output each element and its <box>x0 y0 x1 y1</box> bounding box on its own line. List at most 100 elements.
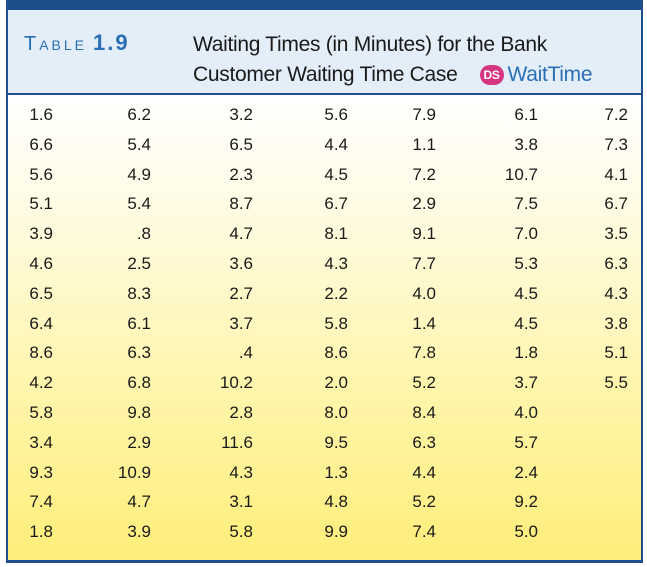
table-cell: 8.6 <box>324 343 348 363</box>
data-file-name: WaitTime <box>507 63 593 86</box>
table-cell: 7.5 <box>514 194 538 214</box>
table-cell: 2.8 <box>229 403 253 422</box>
table-cell: 8.3 <box>127 283 151 303</box>
table-cell: 6.3 <box>127 343 151 363</box>
table-cell: 6.2 <box>127 105 151 124</box>
table-cell: 3.4 <box>29 432 53 452</box>
table-cell: 5.6 <box>324 105 348 124</box>
table-cell: 9.2 <box>514 492 538 512</box>
table-cell: 2.0 <box>324 373 348 393</box>
table-cell: 8.4 <box>412 403 436 422</box>
table-cell: 8.0 <box>324 403 348 422</box>
table-number: 1.9 <box>93 30 130 55</box>
table-cell: 9.5 <box>324 432 348 452</box>
table-cell: 3.8 <box>604 313 628 333</box>
title-line-2: Customer Waiting Time Case DS WaitTime <box>193 60 593 90</box>
table-cell: 5.4 <box>127 134 151 154</box>
table-cell: 7.2 <box>604 105 628 124</box>
table-cell: .4 <box>238 343 253 363</box>
table-cell: 5.7 <box>514 432 538 452</box>
table-cell: 7.8 <box>412 343 436 363</box>
table-cell: 6.4 <box>29 313 53 333</box>
top-accent-bar <box>8 0 641 10</box>
table-cell: 6.3 <box>604 254 628 273</box>
table-cell: 3.9 <box>29 224 53 244</box>
data-set-icon: DS <box>479 65 504 85</box>
table-cell: 5.2 <box>412 492 436 512</box>
table-cell: 10.2 <box>219 373 253 393</box>
table-cell: 4.5 <box>324 164 348 184</box>
table-cell: 7.9 <box>412 105 436 124</box>
table-cell: 7.7 <box>412 254 436 273</box>
table-cell: 3.5 <box>604 224 628 244</box>
table-cell: 6.7 <box>324 194 348 214</box>
table-cell: 9.1 <box>412 224 436 244</box>
table-cell: 4.5 <box>514 283 538 303</box>
table-cell: .8 <box>136 224 151 244</box>
table-cell: 4.6 <box>29 254 53 273</box>
table-cell: 2.5 <box>127 254 151 273</box>
table-cell: 5.2 <box>412 373 436 393</box>
table-cell: 5.1 <box>604 343 628 363</box>
table-cell: 5.8 <box>324 313 348 333</box>
table-cell: 7.4 <box>412 522 436 542</box>
table-cell: 1.8 <box>514 343 538 363</box>
title-line-1: Waiting Times (in Minutes) for the Bank <box>193 33 547 56</box>
table-cell: 5.8 <box>229 522 253 542</box>
table-cell: 4.8 <box>324 492 348 512</box>
table-cell: 10.9 <box>117 462 151 482</box>
table-cell: 5.6 <box>29 164 53 184</box>
table-cell: 4.1 <box>604 164 628 184</box>
table-cell: 4.4 <box>324 134 348 154</box>
table-cell: 4.7 <box>127 492 151 512</box>
table-cell: 6.1 <box>127 313 151 333</box>
table-cell: 1.6 <box>29 105 53 124</box>
table-cell: 2.9 <box>127 432 151 452</box>
table-cell: 2.7 <box>229 283 253 303</box>
table-cell: 3.7 <box>514 373 538 393</box>
table-cell: 3.7 <box>229 313 253 333</box>
table-cell: 6.5 <box>29 283 53 303</box>
table-word: Table <box>24 33 88 55</box>
table-header: Table 1.9 Waiting Times (in Minutes) for … <box>8 10 641 95</box>
table-cell: 7.4 <box>29 492 53 512</box>
table-cell: 4.4 <box>412 462 436 482</box>
table-cell: 6.5 <box>229 134 253 154</box>
table-cell: 1.8 <box>29 522 53 542</box>
table-cell: 6.1 <box>514 105 538 124</box>
data-table-body: 1.6 6.6 5.6 5.1 3.9 4.6 6.5 6.4 8.6 4.2 5.8 3.4 9.3 7… <box>8 95 641 560</box>
table-frame: Table 1.9 Waiting Times (in Minutes) for … <box>6 0 643 563</box>
table-cell: 4.9 <box>127 164 151 184</box>
table-cell: 1.4 <box>412 313 436 333</box>
table-cell: 4.5 <box>514 313 538 333</box>
table-cell: 9.3 <box>29 462 53 482</box>
table-cell: 4.3 <box>604 283 628 303</box>
table-cell: 3.2 <box>229 105 253 124</box>
table-cell: 5.1 <box>29 194 53 214</box>
table-cell: 5.0 <box>514 522 538 542</box>
table-cell: 6.8 <box>127 373 151 393</box>
table-cell: 8.7 <box>229 194 253 214</box>
table-cell: 8.1 <box>324 224 348 244</box>
table-cell: 7.2 <box>412 164 436 184</box>
table-cell: 2.9 <box>412 194 436 214</box>
table-cell: 1.1 <box>412 134 436 154</box>
table-cell: 3.8 <box>514 134 538 154</box>
table-cell: 7.0 <box>514 224 538 244</box>
title-line-2-text: Customer Waiting Time Case <box>193 63 458 86</box>
table-cell: 3.9 <box>127 522 151 542</box>
table-cell: 11.6 <box>221 432 253 452</box>
table-cell: 4.0 <box>412 283 436 303</box>
table-cell: 8.6 <box>29 343 53 363</box>
table-cell: 3.1 <box>229 492 253 512</box>
table-label: Table 1.9 <box>24 30 130 56</box>
table-cell: 5.3 <box>514 254 538 273</box>
table-cell: 4.3 <box>229 462 253 482</box>
table-cell: 9.8 <box>127 403 151 422</box>
table-cell: 4.0 <box>514 403 538 422</box>
table-cell: 2.4 <box>514 462 538 482</box>
table-cell: 6.3 <box>412 432 436 452</box>
table-cell: 3.6 <box>229 254 253 273</box>
table-cell: 4.2 <box>29 373 53 393</box>
table-cell: 1.3 <box>324 462 348 482</box>
